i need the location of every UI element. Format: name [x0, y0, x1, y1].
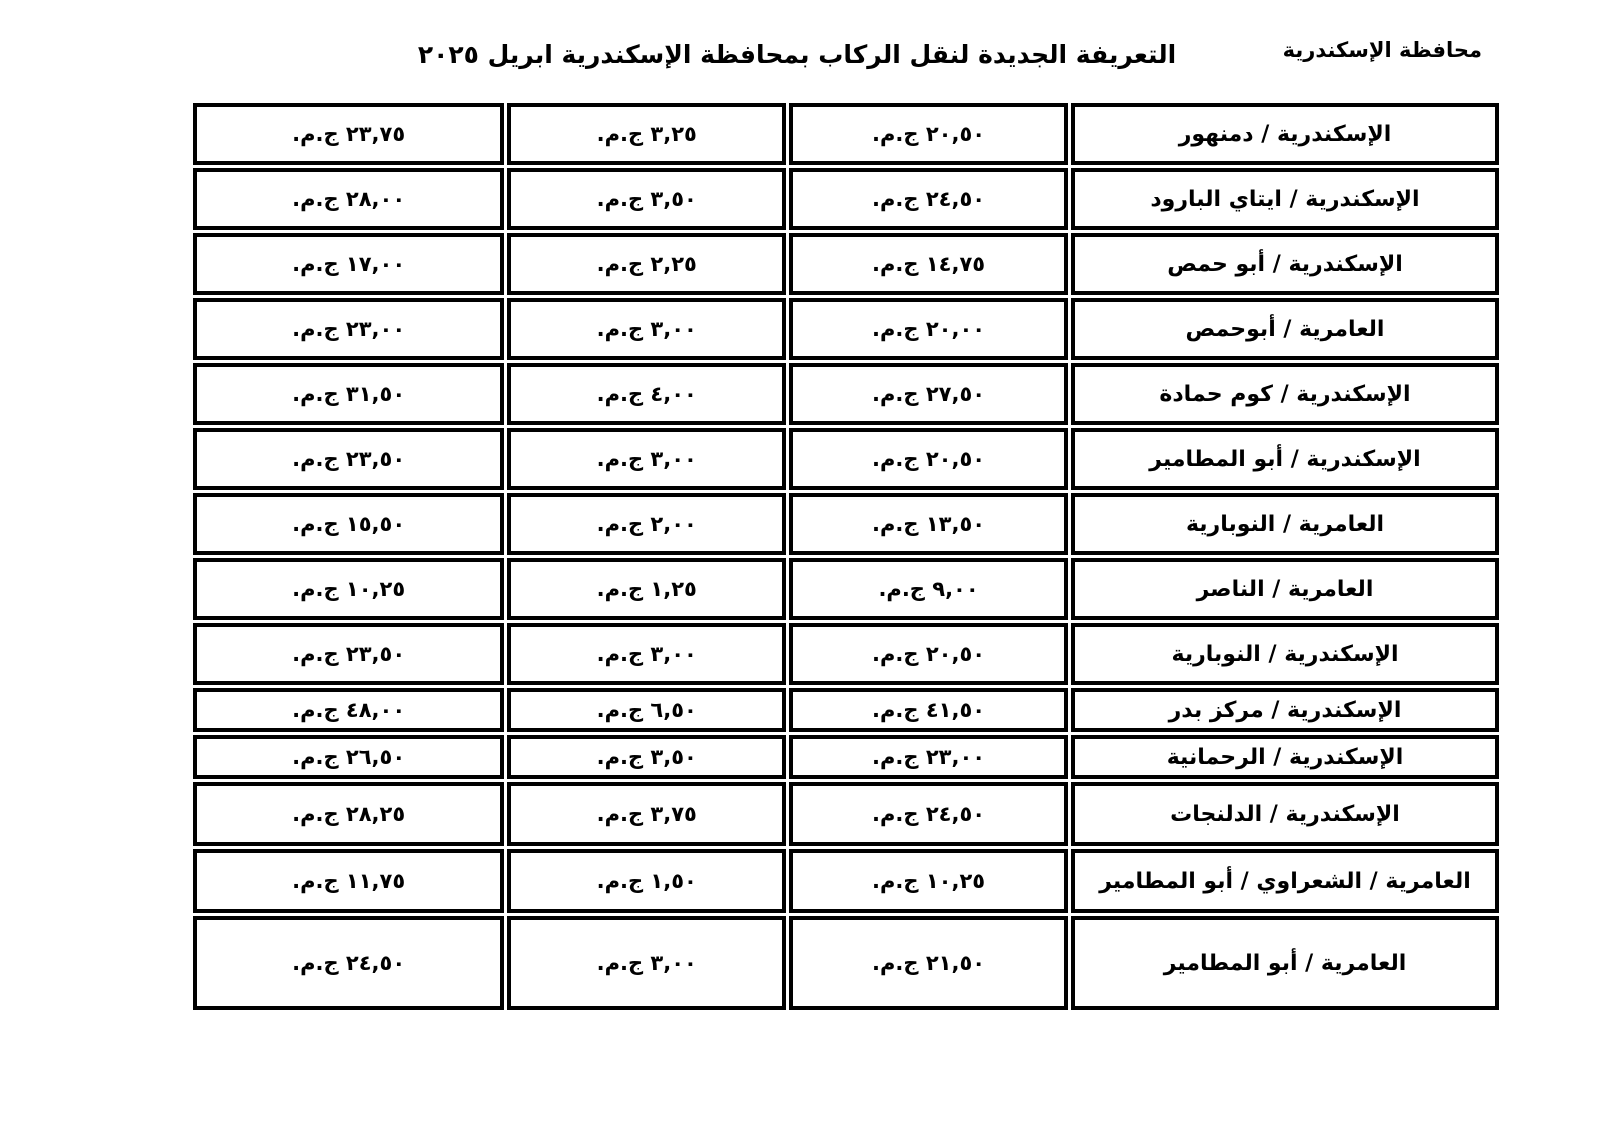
price-cell: ٢٤,٥٠ ج.م.: [789, 782, 1068, 846]
price-cell: ١٠,٢٥ ج.م.: [789, 849, 1068, 913]
price-cell: ١١,٧٥ ج.م.: [193, 849, 505, 913]
price-cell: ٢٣,٥٠ ج.م.: [193, 428, 505, 490]
price-cell: ٣١,٥٠ ج.م.: [193, 363, 505, 425]
price-cell: ٢٠,٥٠ ج.م.: [789, 428, 1068, 490]
price-cell: ٣,٥٠ ج.م.: [507, 168, 787, 230]
price-cell: ٣,٧٥ ج.م.: [507, 782, 787, 846]
price-cell: ٩,٠٠ ج.م.: [789, 558, 1068, 620]
price-cell: ٣,٠٠ ج.م.: [507, 916, 787, 1010]
table-row: العامرية / النوبارية ١٣,٥٠ ج.م. ٢,٠٠ ج.م…: [193, 493, 1499, 555]
route-cell: العامرية / الشعراوي / أبو المطامير: [1071, 849, 1499, 913]
price-cell: ١٠,٢٥ ج.م.: [193, 558, 505, 620]
price-cell: ٣,٠٠ ج.م.: [507, 428, 787, 490]
route-cell: الإسكندرية / الدلنجات: [1071, 782, 1499, 846]
price-cell: ٢,٢٥ ج.م.: [507, 233, 787, 295]
price-cell: ٤٨,٠٠ ج.م.: [193, 688, 505, 732]
table-row: العامرية / أبوحمص ٢٠,٠٠ ج.م. ٣,٠٠ ج.م. ٢…: [193, 298, 1499, 360]
table-row: الإسكندرية / أبو المطامير ٢٠,٥٠ ج.م. ٣,٠…: [193, 428, 1499, 490]
price-cell: ٣,٠٠ ج.م.: [507, 298, 787, 360]
route-cell: الإسكندرية / أبو المطامير: [1071, 428, 1499, 490]
price-cell: ٢٣,٠٠ ج.م.: [193, 298, 505, 360]
price-cell: ٤,٠٠ ج.م.: [507, 363, 787, 425]
table-row: الإسكندرية / كوم حمادة ٢٧,٥٠ ج.م. ٤,٠٠ ج…: [193, 363, 1499, 425]
table-row: الإسكندرية / أبو حمص ١٤,٧٥ ج.م. ٢,٢٥ ج.م…: [193, 233, 1499, 295]
page-title: التعريفة الجديدة لنقل الركاب بمحافظة الإ…: [417, 40, 1177, 69]
route-cell: العامرية / أبو المطامير: [1071, 916, 1499, 1010]
table-row: العامرية / أبو المطامير ٢١,٥٠ ج.م. ٣,٠٠ …: [193, 916, 1499, 1010]
price-cell: ١٧,٠٠ ج.م.: [193, 233, 505, 295]
price-cell: ٢٣,٧٥ ج.م.: [193, 103, 505, 165]
price-cell: ١٤,٧٥ ج.م.: [789, 233, 1068, 295]
route-cell: الإسكندرية / مركز بدر: [1071, 688, 1499, 732]
route-cell: العامرية / أبوحمص: [1071, 298, 1499, 360]
governorate-label: محافظة الإسكندرية: [1282, 38, 1482, 62]
price-cell: ٢٠,٥٠ ج.م.: [789, 623, 1068, 685]
route-cell: العامرية / النوبارية: [1071, 493, 1499, 555]
price-cell: ٦,٥٠ ج.م.: [507, 688, 787, 732]
fare-table: الإسكندرية / دمنهور ٢٠,٥٠ ج.م. ٣,٢٥ ج.م.…: [190, 100, 1502, 1013]
price-cell: ٢,٠٠ ج.م.: [507, 493, 787, 555]
price-cell: ٢٨,٢٥ ج.م.: [193, 782, 505, 846]
table-row: الإسكندرية / الرحمانية ٢٣,٠٠ ج.م. ٣,٥٠ ج…: [193, 735, 1499, 779]
table-row: الإسكندرية / الدلنجات ٢٤,٥٠ ج.م. ٣,٧٥ ج.…: [193, 782, 1499, 846]
table-row: الإسكندرية / دمنهور ٢٠,٥٠ ج.م. ٣,٢٥ ج.م.…: [193, 103, 1499, 165]
price-cell: ٢٠,٠٠ ج.م.: [789, 298, 1068, 360]
route-cell: الإسكندرية / الرحمانية: [1071, 735, 1499, 779]
price-cell: ٢٦,٥٠ ج.م.: [193, 735, 505, 779]
price-cell: ٣,٥٠ ج.م.: [507, 735, 787, 779]
route-cell: العامرية / الناصر: [1071, 558, 1499, 620]
route-cell: الإسكندرية / كوم حمادة: [1071, 363, 1499, 425]
price-cell: ٢٤,٥٠ ج.م.: [193, 916, 505, 1010]
price-cell: ٤١,٥٠ ج.م.: [789, 688, 1068, 732]
price-cell: ١,٥٠ ج.م.: [507, 849, 787, 913]
price-cell: ٣,٢٥ ج.م.: [507, 103, 787, 165]
route-cell: الإسكندرية / ايتاي البارود: [1071, 168, 1499, 230]
page-header: محافظة الإسكندرية التعريفة الجديدة لنقل …: [0, 0, 1600, 95]
price-cell: ٢٤,٥٠ ج.م.: [789, 168, 1068, 230]
route-cell: الإسكندرية / النوبارية: [1071, 623, 1499, 685]
table-row: الإسكندرية / مركز بدر ٤١,٥٠ ج.م. ٦,٥٠ ج.…: [193, 688, 1499, 732]
table-row: الإسكندرية / النوبارية ٢٠,٥٠ ج.م. ٣,٠٠ ج…: [193, 623, 1499, 685]
table-row: الإسكندرية / ايتاي البارود ٢٤,٥٠ ج.م. ٣,…: [193, 168, 1499, 230]
price-cell: ٢٨,٠٠ ج.م.: [193, 168, 505, 230]
table-row: العامرية / الناصر ٩,٠٠ ج.م. ١,٢٥ ج.م. ١٠…: [193, 558, 1499, 620]
price-cell: ٢٣,٠٠ ج.م.: [789, 735, 1068, 779]
price-cell: ٢٣,٥٠ ج.م.: [193, 623, 505, 685]
price-cell: ١٥,٥٠ ج.م.: [193, 493, 505, 555]
price-cell: ٣,٠٠ ج.م.: [507, 623, 787, 685]
route-cell: الإسكندرية / دمنهور: [1071, 103, 1499, 165]
price-cell: ٢٠,٥٠ ج.م.: [789, 103, 1068, 165]
route-cell: الإسكندرية / أبو حمص: [1071, 233, 1499, 295]
price-cell: ١,٢٥ ج.م.: [507, 558, 787, 620]
price-cell: ٢١,٥٠ ج.م.: [789, 916, 1068, 1010]
price-cell: ٢٧,٥٠ ج.م.: [789, 363, 1068, 425]
table-row: العامرية / الشعراوي / أبو المطامير ١٠,٢٥…: [193, 849, 1499, 913]
price-cell: ١٣,٥٠ ج.م.: [789, 493, 1068, 555]
